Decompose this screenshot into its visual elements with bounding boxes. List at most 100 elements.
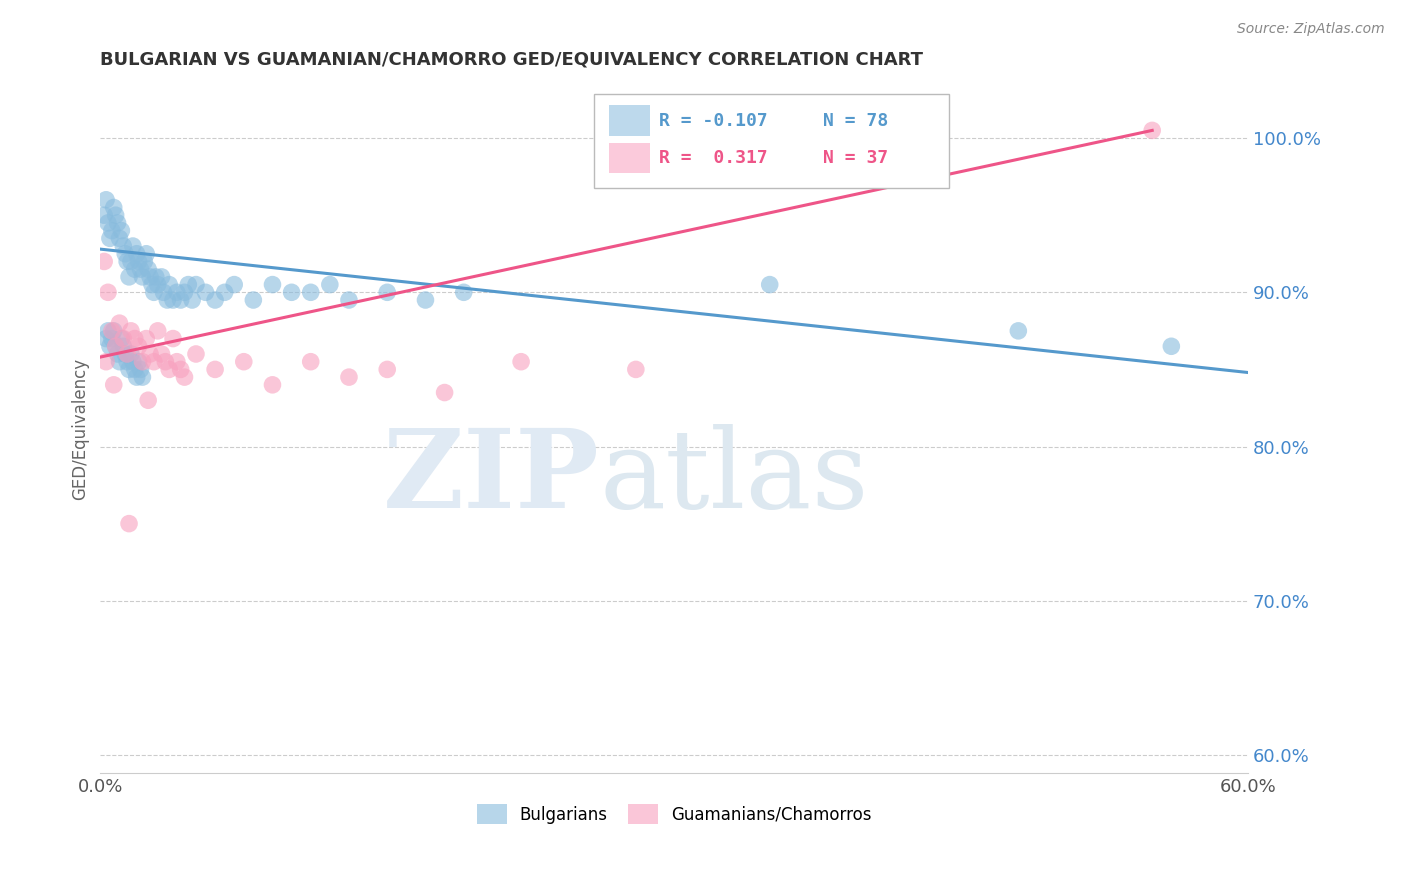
Point <box>139 347 162 361</box>
Point <box>170 362 193 376</box>
Text: BULGARIAN VS GUAMANIAN/CHAMORRO GED/EQUIVALENCY CORRELATION CHART: BULGARIAN VS GUAMANIAN/CHAMORRO GED/EQUI… <box>100 51 924 69</box>
Point <box>135 332 157 346</box>
Point <box>112 332 135 346</box>
Point <box>108 354 131 368</box>
Point <box>107 347 129 361</box>
Point <box>120 324 142 338</box>
Point <box>93 208 115 222</box>
Point <box>128 254 150 268</box>
Point <box>136 262 159 277</box>
Point <box>104 208 127 222</box>
FancyBboxPatch shape <box>609 143 650 173</box>
Point <box>125 246 148 260</box>
Point <box>112 339 135 353</box>
Point <box>118 516 141 531</box>
Point <box>128 354 150 368</box>
Point <box>98 339 121 353</box>
Point <box>415 293 437 307</box>
Point <box>162 332 184 346</box>
Point <box>101 224 124 238</box>
Point <box>121 239 143 253</box>
Point <box>129 362 152 376</box>
Point <box>262 377 284 392</box>
Point <box>224 277 246 292</box>
Point <box>114 246 136 260</box>
Point <box>173 370 195 384</box>
Point <box>115 354 138 368</box>
Point <box>108 231 131 245</box>
Point <box>103 324 125 338</box>
Point <box>121 354 143 368</box>
Point <box>299 285 322 300</box>
Point <box>375 285 398 300</box>
Point <box>118 362 141 376</box>
FancyBboxPatch shape <box>593 95 949 187</box>
Text: atlas: atlas <box>599 424 869 531</box>
Point <box>162 293 184 307</box>
Point <box>115 347 138 361</box>
Text: ZIP: ZIP <box>382 424 599 531</box>
FancyBboxPatch shape <box>609 105 650 136</box>
Point <box>120 347 142 361</box>
Point <box>232 354 254 368</box>
Point <box>150 269 173 284</box>
Point <box>115 254 138 268</box>
Point <box>129 262 152 277</box>
Point <box>155 354 177 368</box>
Point <box>142 285 165 300</box>
Point <box>146 324 169 338</box>
Point <box>1007 324 1029 338</box>
Point <box>108 316 131 330</box>
Point <box>214 285 236 300</box>
Point <box>97 216 120 230</box>
Point <box>93 254 115 268</box>
Point <box>242 293 264 307</box>
Point <box>94 354 117 368</box>
Point <box>181 293 204 307</box>
Point <box>124 262 146 277</box>
Point <box>1160 339 1182 353</box>
Point <box>97 324 120 338</box>
Point <box>112 239 135 253</box>
Point <box>103 377 125 392</box>
Point <box>142 354 165 368</box>
Text: Source: ZipAtlas.com: Source: ZipAtlas.com <box>1237 22 1385 37</box>
Text: N = 78: N = 78 <box>824 112 889 129</box>
Point <box>124 332 146 346</box>
Point <box>624 362 647 376</box>
Point <box>94 193 117 207</box>
Point <box>110 224 132 238</box>
Point <box>94 332 117 346</box>
Point <box>104 339 127 353</box>
Point <box>157 277 180 292</box>
Point <box>173 285 195 300</box>
Y-axis label: GED/Equivalency: GED/Equivalency <box>72 358 89 500</box>
Point <box>98 231 121 245</box>
Point <box>375 362 398 376</box>
Point <box>337 370 360 384</box>
Point <box>131 354 153 368</box>
Point <box>103 201 125 215</box>
Point <box>166 354 188 368</box>
Point <box>157 362 180 376</box>
Point <box>177 277 200 292</box>
Text: R =  0.317: R = 0.317 <box>659 149 768 167</box>
Point <box>204 362 226 376</box>
Point <box>125 370 148 384</box>
Point <box>110 332 132 346</box>
Text: R = -0.107: R = -0.107 <box>659 112 768 129</box>
Point <box>114 347 136 361</box>
Point <box>337 293 360 307</box>
Point <box>194 285 217 300</box>
Point <box>150 347 173 361</box>
Point <box>136 393 159 408</box>
Point <box>758 277 780 292</box>
Point <box>107 216 129 230</box>
Point <box>166 285 188 300</box>
Point <box>152 285 174 300</box>
Point <box>453 285 475 300</box>
Point <box>139 269 162 284</box>
Point <box>319 277 342 292</box>
Point <box>204 293 226 307</box>
Point <box>1140 123 1163 137</box>
